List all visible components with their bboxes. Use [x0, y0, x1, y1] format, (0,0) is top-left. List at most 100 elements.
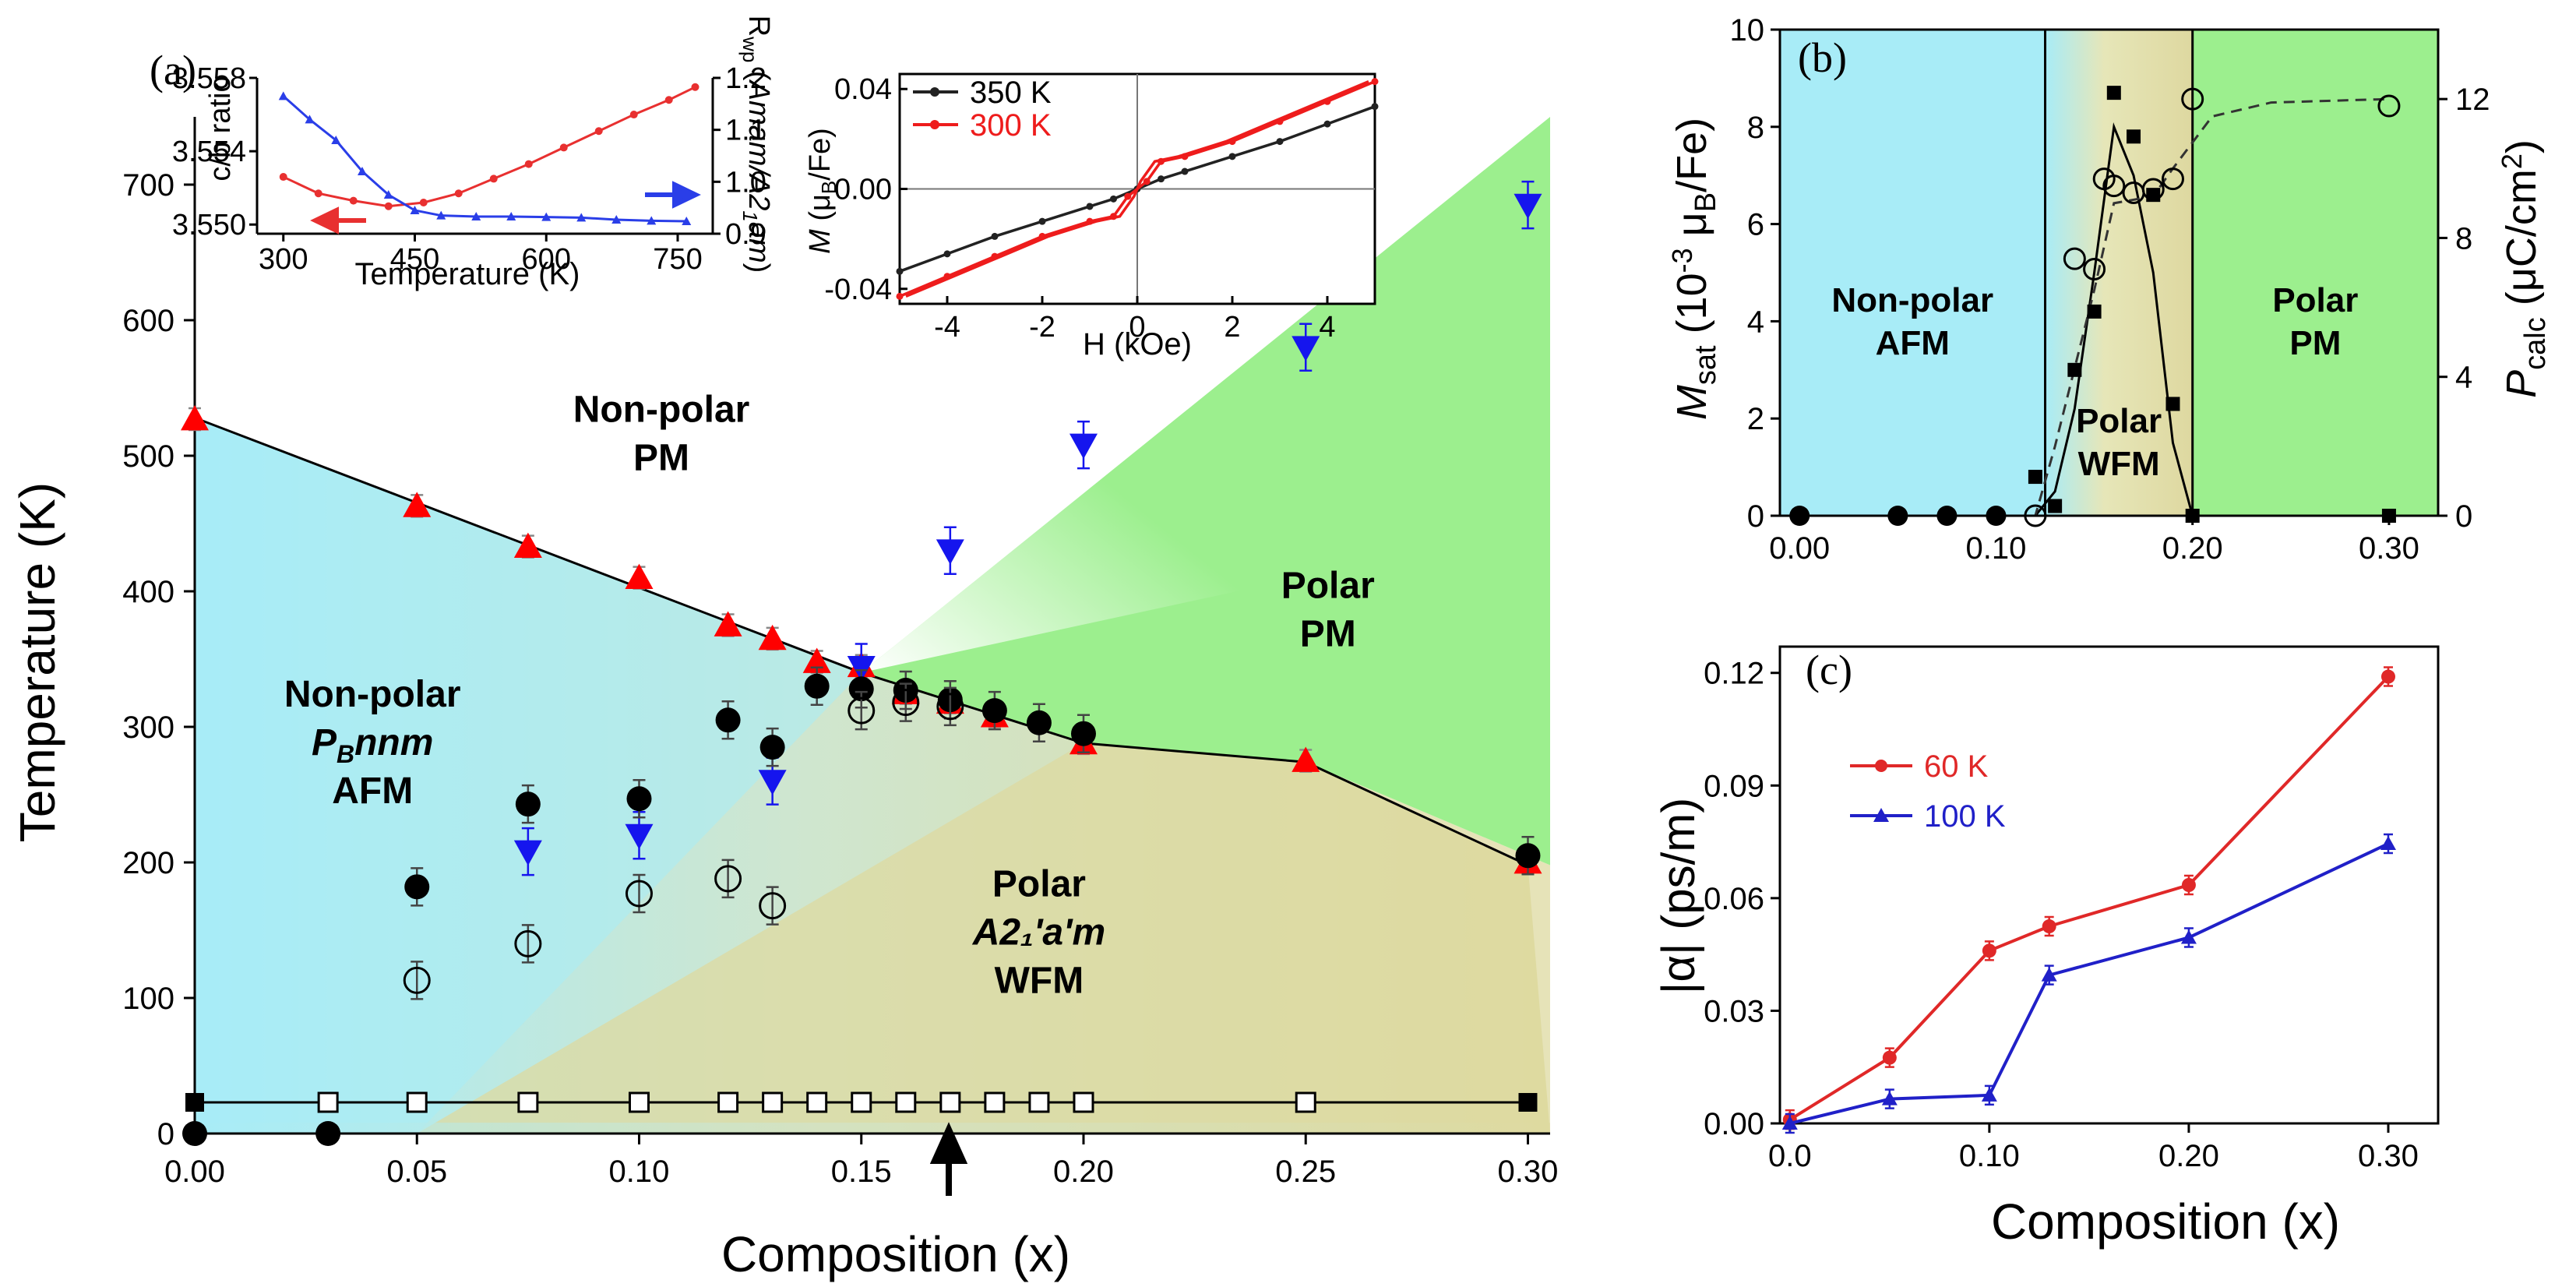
inset-1-point: [489, 175, 498, 183]
inset-2-point: [1228, 153, 1236, 160]
red-arrow-left: [310, 206, 366, 234]
panel-b-point: [1789, 506, 1810, 526]
panel-c-frame: [1778, 645, 2440, 1125]
panel-a-x-axis-label: Composition (x): [721, 1226, 1070, 1282]
panel-b-point: [2181, 87, 2204, 111]
inset-2-point: [1110, 195, 1117, 203]
panel-c-point: [1881, 1091, 1898, 1105]
panel-c-y-tick-label: 0.12: [1704, 657, 1764, 691]
panel-b-x-tick-label: 0.10: [1966, 531, 2027, 566]
x-tick-label: 0.15: [831, 1155, 892, 1189]
inset-2-x-tick-label: 2: [1224, 311, 1240, 344]
panel-b-data-points: [1789, 86, 2401, 527]
data-point: [625, 880, 653, 908]
region-label-line: A2₁'a'm: [972, 912, 1105, 954]
panel-b-point: [2377, 94, 2401, 118]
panel-b-region-label: PM: [2289, 324, 2341, 362]
panel-b-left-tick-label: 0: [1747, 499, 1764, 534]
inset-1-bg: [257, 78, 713, 234]
panel-b-point: [2028, 470, 2042, 485]
data-point: [848, 696, 876, 725]
inset-1-point: [682, 217, 692, 225]
panel-b-right-tick-label: 0: [2455, 499, 2472, 534]
data-point: [1026, 710, 1052, 735]
panel-c-x-tick-label: 0.10: [1959, 1139, 2020, 1173]
panel-c-point: [2041, 967, 2057, 982]
inset-1-point: [305, 115, 315, 124]
panel-b-region: [1780, 30, 2046, 516]
inset-1-x-tick-label: 600: [522, 243, 571, 276]
inset-1-point: [691, 83, 700, 91]
panel-c-legend: 60 K 100 K: [1850, 749, 2006, 834]
panel-c-series-line: [1789, 842, 2389, 1125]
data-point: [317, 1091, 339, 1113]
data-point: [762, 1091, 784, 1113]
inset-1-point: [454, 189, 463, 198]
panel-b-point: [1986, 506, 2007, 526]
panel-c-x-axis-label: Composition (x): [1991, 1194, 2340, 1250]
inset-1-y-axis-label-right: Rwp (Amam/A21am): [738, 16, 775, 273]
inset-1-point: [524, 160, 533, 168]
inset-1-curves: [278, 83, 700, 225]
data-point: [848, 676, 874, 702]
panel-c-point: [1882, 1050, 1897, 1065]
y-tick-label: 100: [122, 982, 174, 1016]
inset-2-point: [943, 273, 951, 280]
panel-c-y-tick-label: 0.03: [1704, 994, 1764, 1028]
composition-arrow: [929, 1122, 968, 1196]
inset-2-point: [1323, 120, 1331, 128]
inset-1-point: [383, 190, 393, 199]
inset-2-point: [1038, 232, 1046, 240]
inset-1-x-axis-label: Temperature (K): [355, 257, 580, 291]
panel-b-right-tick-label: 4: [2455, 361, 2472, 395]
panel-c-tag: (c): [1806, 647, 1852, 693]
panel-b-curves: [1799, 97, 2389, 517]
data-point: [714, 611, 742, 636]
data-point: [1070, 721, 1096, 746]
panel-b-region-label: WFM: [2078, 445, 2160, 483]
afm-region: [195, 418, 862, 1134]
panel-b-point: [2087, 304, 2102, 319]
inset-2-point: [1371, 103, 1379, 111]
data-point: [759, 892, 787, 920]
inset-1-x-tick-label: 450: [390, 243, 439, 276]
inset-1-point: [279, 173, 287, 182]
inset-1-point: [506, 212, 516, 220]
panel-b-region: [2045, 30, 2193, 516]
panel-c-point: [1982, 943, 1996, 958]
data-point: [715, 707, 741, 733]
data-point: [1514, 193, 1542, 220]
panel-c-y-axis-label: |α| (ps/m): [1652, 798, 1704, 995]
data-point: [513, 532, 542, 558]
inset-1-point: [647, 216, 657, 225]
data-point: [758, 624, 787, 651]
legend-100k: 100 K: [1924, 799, 2006, 834]
y-tick-label: 500: [122, 439, 174, 474]
data-point: [182, 1121, 207, 1146]
inset-2-point: [896, 267, 904, 275]
inset-2-point: [1181, 153, 1189, 160]
panel-b-right-tick-label: 8: [2455, 221, 2472, 256]
inset-1-point: [358, 167, 367, 175]
panel-b-point: [1936, 506, 1958, 526]
data-point: [406, 1091, 428, 1113]
y-tick-label: 700: [122, 168, 174, 203]
inset-1-point: [541, 212, 551, 221]
inset-2-x-tick-label: 4: [1319, 311, 1335, 344]
data-point: [802, 647, 831, 673]
data-point: [1073, 1091, 1094, 1113]
data-point: [628, 1091, 650, 1113]
inset-2-point: [1158, 157, 1165, 165]
inset-1-point: [278, 91, 288, 100]
data-point: [936, 539, 964, 565]
inset-2-point: [1158, 175, 1165, 183]
inset-2-y-tick-label: 0.00: [834, 174, 892, 206]
x-tick-label: 0.25: [1275, 1155, 1336, 1189]
panel-b-left-tick-label: 8: [1747, 111, 1764, 145]
panel-c-x-tick-label: 0.20: [2158, 1139, 2219, 1173]
inset-2-point: [1276, 138, 1284, 146]
data-point: [181, 405, 209, 431]
inset-1-right-tick-label: 1.0: [725, 166, 766, 199]
inset-2-point: [991, 252, 999, 260]
data-point: [1292, 746, 1320, 772]
